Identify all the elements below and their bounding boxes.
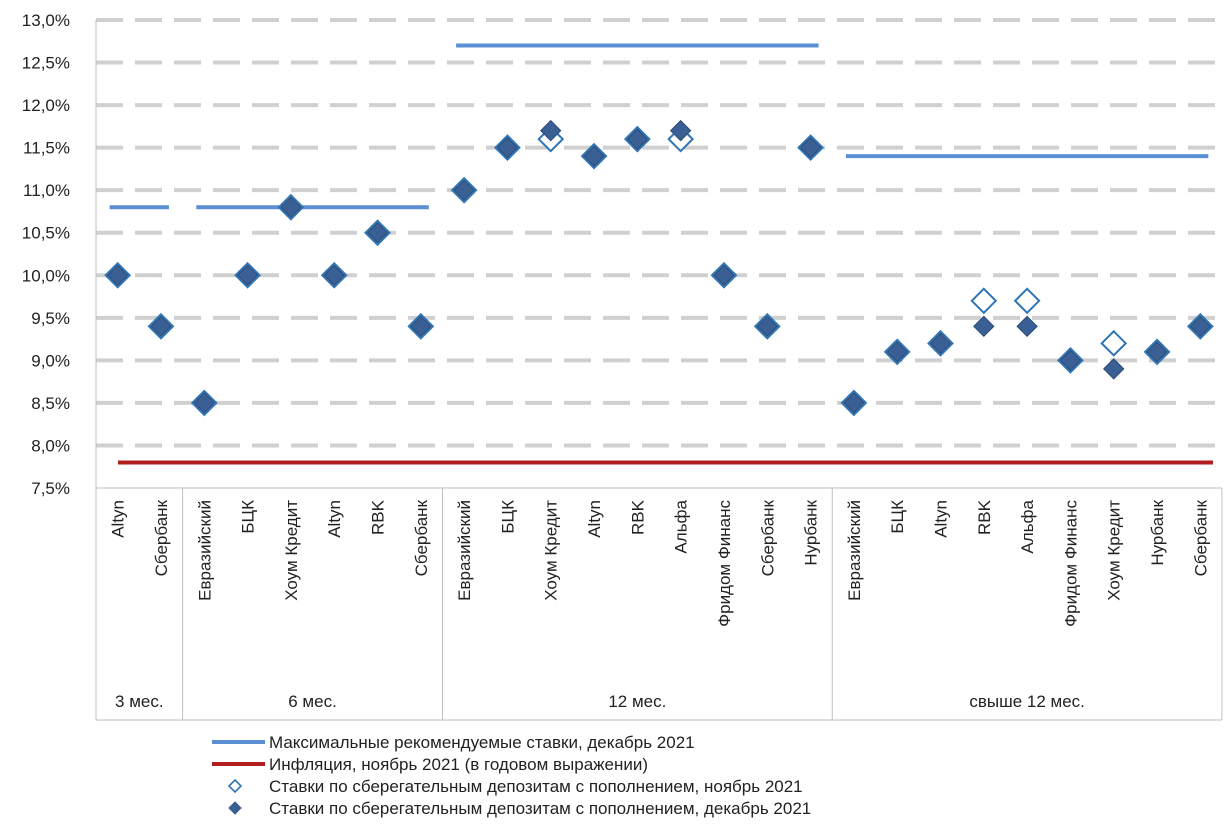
point-dec	[150, 315, 172, 338]
legend-label: Инфляция, ноябрь 2021 (в годовом выражен…	[269, 755, 648, 774]
y-tick-label: 8,0%	[31, 436, 70, 455]
point-dec	[1059, 349, 1082, 372]
point-nov	[970, 287, 998, 315]
point-dec	[886, 341, 908, 363]
x-tick-label: Нурбанк	[1148, 499, 1167, 565]
point-dec	[1016, 315, 1038, 338]
y-tick-label: 10,5%	[22, 224, 70, 243]
x-tick-label: БЦК	[498, 500, 517, 534]
point-dec	[453, 179, 475, 201]
group-label: 6 мес.	[288, 692, 337, 711]
point-dec	[626, 128, 649, 150]
x-tick-label: БЦК	[888, 500, 907, 534]
x-tick-label: Altyn	[932, 500, 951, 538]
x-tick-label: Сбербанк	[1191, 499, 1210, 576]
x-tick-label: Altyn	[325, 500, 344, 538]
legend-label: Ставки по сберегательным депозитам с поп…	[269, 799, 811, 818]
x-tick-label: Евразийский	[455, 500, 474, 601]
legend-filled-diamond	[228, 801, 242, 815]
point-dec	[1103, 358, 1125, 380]
y-tick-label: 12,0%	[22, 96, 70, 115]
point-nov	[1013, 287, 1041, 315]
data-points	[104, 119, 1214, 417]
x-tick-label: RBK	[975, 499, 994, 535]
x-tick-label: Фридом Финанс	[1061, 500, 1080, 627]
y-tick-label: 13,0%	[22, 11, 70, 30]
x-tick-label: Сбербанк	[412, 499, 431, 576]
x-tick-label: Сбербанк	[758, 499, 777, 576]
point-dec	[193, 392, 215, 414]
x-tick-label: БЦК	[239, 500, 258, 534]
y-tick-label: 10,0%	[22, 266, 70, 285]
point-dec	[929, 332, 952, 355]
legend-open-diamond	[227, 778, 243, 794]
point-dec	[323, 264, 345, 286]
point-dec	[973, 315, 995, 338]
grid-layer	[96, 18, 1222, 448]
x-tick-label: Евразийский	[845, 500, 864, 601]
point-dec	[756, 315, 778, 338]
x-tick-label: Фридом Финанс	[715, 500, 734, 627]
y-tick-label: 12,5%	[22, 54, 70, 73]
point-dec	[583, 145, 605, 167]
axes: 7,5% 8,0% 8,5% 9,0% 9,5% 10,0% 10,5% 11,0% 11,5%…	[22, 11, 1223, 721]
x-tick-label: Altyn	[109, 500, 128, 538]
y-tick-label: 11,5%	[23, 139, 70, 158]
legend-label: Максимальные рекомендуемые ставки, декаб…	[269, 733, 695, 752]
point-dec	[669, 119, 692, 142]
legend: Максимальные рекомендуемые ставки, декаб…	[212, 733, 811, 818]
x-tick-label: RBK	[628, 499, 647, 535]
point-dec	[1189, 315, 1212, 338]
x-tick-label: Хоум Кредит	[542, 500, 561, 601]
point-dec	[410, 315, 432, 338]
point-dec	[713, 264, 735, 286]
point-dec	[496, 136, 519, 159]
group-label: 12 мес.	[608, 692, 666, 711]
y-tick-label: 9,0%	[31, 351, 70, 370]
x-tick-label: Altyn	[585, 500, 604, 538]
legend-label: Ставки по сберегательным депозитам с поп…	[269, 777, 803, 796]
point-dec	[366, 222, 389, 244]
x-tick-label: Хоум Кредит	[282, 500, 301, 601]
point-dec	[799, 136, 822, 159]
point-dec	[280, 196, 302, 218]
x-tick-label: Хоум Кредит	[1105, 500, 1124, 601]
reference-lines	[109, 43, 1213, 465]
x-tick-label: Сбербанк	[152, 499, 171, 576]
point-dec	[106, 264, 129, 286]
point-nov	[1100, 329, 1128, 357]
point-dec	[1146, 341, 1168, 363]
group-label: 3 мес.	[115, 692, 164, 711]
point-dec	[540, 119, 562, 142]
x-tick-label: RBK	[369, 499, 388, 535]
y-tick-label: 7,5%	[31, 479, 70, 498]
x-tick-label: Альфа	[1018, 499, 1037, 553]
group-label: свыше 12 мес.	[969, 692, 1085, 711]
x-tick-label: Альфа	[672, 499, 691, 553]
y-tick-label: 11,0%	[23, 181, 70, 200]
y-tick-label: 8,5%	[31, 394, 70, 413]
point-dec	[236, 264, 259, 286]
x-tick-label: Евразийский	[195, 500, 214, 601]
point-dec	[843, 392, 865, 414]
y-tick-label: 9,5%	[31, 309, 70, 328]
x-tick-label: Нурбанк	[802, 499, 821, 565]
